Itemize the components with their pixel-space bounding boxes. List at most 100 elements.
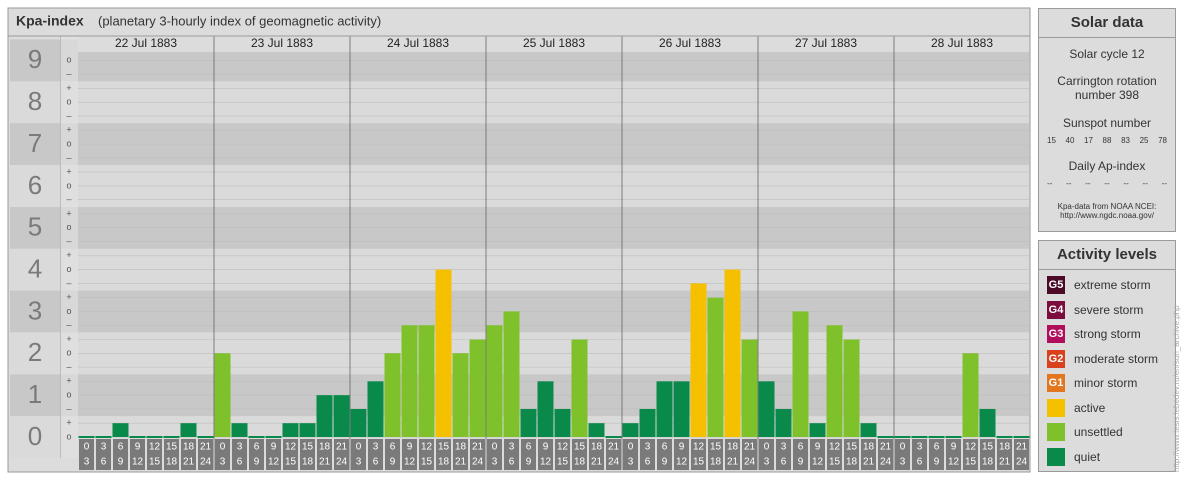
hour-box <box>402 439 417 470</box>
x-tick-label: 21 <box>880 442 892 453</box>
x-tick-label: 9 <box>934 457 940 468</box>
minor-tick-label: o <box>66 264 71 274</box>
x-tick-label: 15 <box>829 457 841 468</box>
x-tick-label: 21 <box>472 442 484 453</box>
x-tick-label: 0 <box>356 442 362 453</box>
bar <box>95 436 112 438</box>
level-item: active <box>1039 396 1175 421</box>
x-tick-label: 21 <box>608 442 620 453</box>
x-tick-label: 15 <box>710 442 722 453</box>
bar <box>843 339 860 437</box>
bar <box>129 436 146 438</box>
x-tick-label: 21 <box>744 442 756 453</box>
bar <box>758 381 775 437</box>
hour-box <box>521 439 536 470</box>
x-tick-label: 12 <box>829 442 841 453</box>
hour-box <box>538 439 553 470</box>
minor-tick-label: o <box>66 97 71 107</box>
level-label: unsettled <box>1074 425 1123 440</box>
hour-box <box>249 439 264 470</box>
x-tick-label: 15 <box>965 457 977 468</box>
x-tick-label: 15 <box>574 442 586 453</box>
x-tick-label: 9 <box>271 442 277 453</box>
solar-cycle: Solar cycle 12 <box>1069 47 1145 61</box>
hour-box <box>793 439 808 470</box>
x-tick-label: 24 <box>608 457 620 468</box>
bar <box>350 408 367 437</box>
x-tick-label: 6 <box>917 457 923 468</box>
x-tick-label: 3 <box>628 457 634 468</box>
x-tick-label: 6 <box>509 457 515 468</box>
sub-column <box>61 36 78 458</box>
x-tick-label: 15 <box>166 442 178 453</box>
x-tick-label: 15 <box>285 457 297 468</box>
x-tick-label: 18 <box>982 457 994 468</box>
minor-tick-label: o <box>66 431 71 441</box>
x-tick-label: 9 <box>543 442 549 453</box>
hour-box <box>181 439 196 470</box>
hour-box <box>266 439 281 470</box>
bar <box>826 325 843 437</box>
hour-box <box>776 439 791 470</box>
y-tick-label: 9 <box>28 44 42 74</box>
minor-tick-label: o <box>66 138 71 148</box>
x-tick-label: 15 <box>421 457 433 468</box>
chart-subtitle: (planetary 3-hourly index of geomagnetic… <box>98 13 381 28</box>
hour-box <box>317 439 332 470</box>
bar <box>860 423 877 437</box>
ap-values: -- -- -- -- -- -- -- <box>1039 179 1175 188</box>
x-tick-label: 21 <box>200 442 212 453</box>
x-tick-label: 3 <box>84 457 90 468</box>
bar <box>877 436 894 438</box>
level-label: minor storm <box>1074 376 1138 391</box>
minor-tick-label: + <box>66 83 71 93</box>
bar <box>316 395 333 437</box>
bar <box>367 381 384 437</box>
minor-tick-label: + <box>66 418 71 428</box>
bar <box>792 311 809 437</box>
minor-tick-label: – <box>66 69 71 79</box>
hour-box <box>436 439 451 470</box>
x-tick-label: 21 <box>999 457 1011 468</box>
x-tick-label: 12 <box>676 457 688 468</box>
level-label: extreme storm <box>1074 278 1151 293</box>
x-tick-label: 6 <box>781 457 787 468</box>
hour-box <box>606 439 621 470</box>
hour-box <box>419 439 434 470</box>
kp-chart: Kpa-index (planetary 3-hourly index of g… <box>7 7 1031 473</box>
sunspot-number: 83 <box>1121 136 1130 145</box>
x-tick-label: 9 <box>254 457 260 468</box>
x-tick-label: 3 <box>356 457 362 468</box>
x-tick-label: 6 <box>254 442 260 453</box>
hour-box <box>130 439 145 470</box>
x-tick-label: 6 <box>934 442 940 453</box>
hour-box <box>742 439 757 470</box>
bar <box>588 423 605 437</box>
x-tick-label: 15 <box>693 457 705 468</box>
minor-tick-label: + <box>66 334 71 344</box>
bar <box>605 436 622 438</box>
y-tick-label: 7 <box>28 128 42 158</box>
bar <box>707 297 724 437</box>
sunspot-number: 17 <box>1084 136 1093 145</box>
x-tick-label: 3 <box>237 442 243 453</box>
hour-box <box>827 439 842 470</box>
level-swatch: G3 <box>1047 325 1065 344</box>
hour-box <box>691 439 706 470</box>
x-tick-label: 9 <box>662 457 668 468</box>
bar <box>537 381 554 437</box>
day-label: 25 Jul 1883 <box>523 36 585 50</box>
level-item: G5 extreme storm <box>1039 273 1175 298</box>
level-swatch <box>1047 423 1065 442</box>
hour-box <box>555 439 570 470</box>
bar <box>996 436 1013 438</box>
x-tick-label: 24 <box>200 457 212 468</box>
level-label: moderate storm <box>1074 351 1159 366</box>
level-swatch <box>1047 398 1065 417</box>
x-tick-label: 0 <box>628 442 634 453</box>
day-label: 24 Jul 1883 <box>387 36 449 50</box>
level-swatch: G2 <box>1047 349 1065 368</box>
level-swatch: G4 <box>1047 300 1065 319</box>
level-item: G3 strong storm <box>1039 322 1175 347</box>
x-tick-label: 3 <box>492 457 498 468</box>
